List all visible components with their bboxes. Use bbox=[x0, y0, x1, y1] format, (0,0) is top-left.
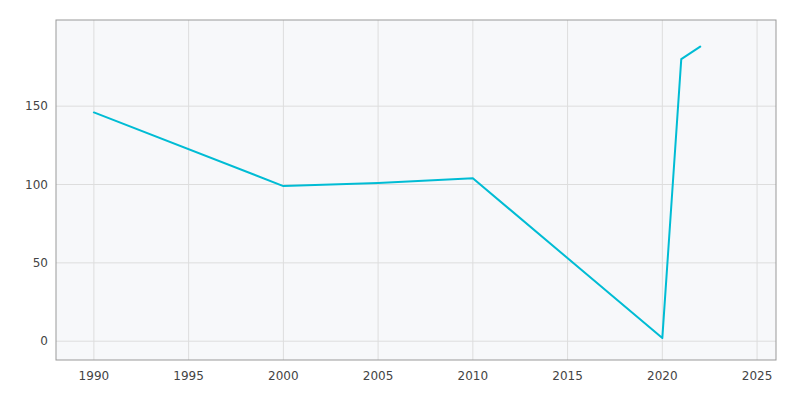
data-group bbox=[94, 47, 700, 338]
x-grid-line bbox=[472, 20, 473, 360]
chart-svg: 1990 1995 2000 2005 2010 2015 2020 2025 0 50 100 15… bbox=[0, 0, 800, 400]
x-grid-line bbox=[662, 20, 663, 360]
y-tick-label: 100 bbox=[25, 178, 48, 192]
x-tick-label: 2015 bbox=[552, 369, 583, 383]
y-grid-line bbox=[56, 106, 776, 107]
y-tick-label: 50 bbox=[33, 256, 48, 270]
x-tick-label: 2000 bbox=[268, 369, 299, 383]
chart-container: 1990 1995 2000 2005 2010 2015 2020 2025 0 50 100 15… bbox=[0, 0, 800, 400]
y-tick-label: 150 bbox=[25, 99, 48, 113]
x-grid-line bbox=[283, 20, 284, 360]
data-line bbox=[94, 47, 700, 338]
x-tick-label: 2025 bbox=[742, 369, 773, 383]
y-grid-line bbox=[56, 341, 776, 342]
x-grid-line bbox=[93, 20, 94, 360]
plot-background bbox=[56, 20, 776, 360]
x-tick-label: 1995 bbox=[173, 369, 204, 383]
tick-labels: 1990 1995 2000 2005 2010 2015 2020 2025 0 50 100 15… bbox=[25, 99, 772, 383]
x-grid-line bbox=[378, 20, 379, 360]
x-tick-label: 2010 bbox=[458, 369, 489, 383]
y-tick-label: 0 bbox=[40, 334, 48, 348]
plot-frame bbox=[56, 20, 776, 360]
x-grid-line bbox=[567, 20, 568, 360]
x-tick-label: 2005 bbox=[363, 369, 394, 383]
x-tick-label: 1990 bbox=[79, 369, 110, 383]
x-tick-label: 2020 bbox=[647, 369, 678, 383]
x-grid-line bbox=[757, 20, 758, 360]
x-grid-line bbox=[188, 20, 189, 360]
y-grid-line bbox=[56, 184, 776, 185]
grid bbox=[56, 20, 776, 360]
